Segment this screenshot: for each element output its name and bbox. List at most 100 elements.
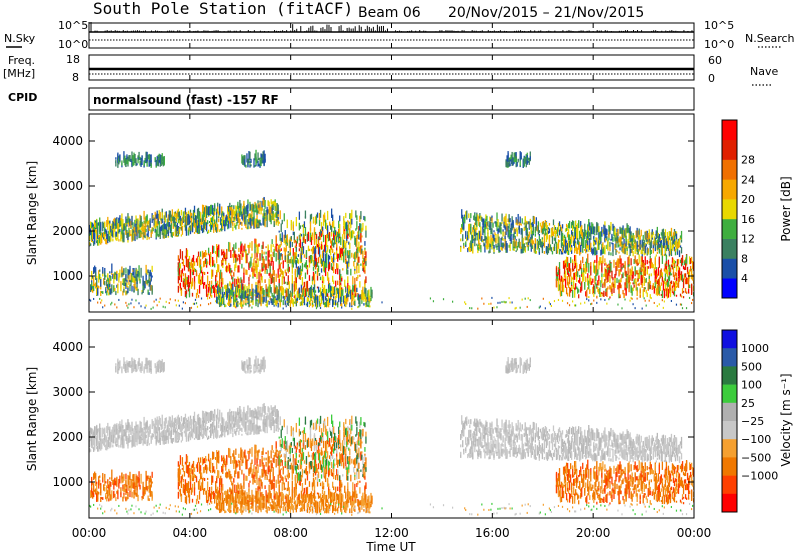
range-cell [262,213,264,217]
range-cell [658,285,661,294]
range-cell [238,213,240,223]
range-cell [549,246,552,250]
range-cell [599,257,601,266]
range-cell [656,239,658,246]
range-cell [233,205,235,210]
range-cell [308,255,311,262]
range-cell [157,234,159,238]
range-cell [121,266,123,275]
range-cell [270,260,272,266]
range-cell [229,264,231,274]
range-cell [525,237,527,241]
range-cell [641,281,643,288]
range-cell [143,226,145,231]
range-cell [620,236,622,245]
range-cell [501,301,503,304]
range-cell [632,243,634,251]
range-cell [163,215,165,221]
date-range: 20/Nov/2015 – 21/Nov/2015 [448,5,644,21]
range-cell [280,248,282,251]
range-cell [255,220,257,229]
range-cell [199,281,202,286]
range-cell [228,205,230,215]
range-cell [358,264,360,274]
range-cell [226,220,228,226]
range-cell [553,237,556,241]
range-cell [331,226,333,233]
range-cell [516,161,518,167]
range-cell [208,220,211,223]
range-cell [507,231,509,238]
range-cell [632,272,634,279]
range-cell [238,224,240,230]
range-cell [474,213,476,221]
range-cell [142,289,144,293]
range-cell [185,214,188,225]
range-cell [359,295,361,299]
range-cell [320,295,323,305]
range-cell [362,260,364,270]
range-cell [630,234,632,240]
range-cell [577,231,579,242]
range-cell [573,280,575,289]
range-cell [518,225,520,232]
range-cell [520,250,522,254]
range-cell [186,280,189,285]
range-cell [228,287,230,294]
range-cell [193,219,196,228]
range-cell [634,239,636,244]
range-cell [238,278,240,283]
range-cell [470,240,472,249]
range-cell [248,276,250,282]
range-cell [595,265,597,276]
range-cell [594,246,596,256]
range-cell [280,268,282,275]
range-cell [105,289,107,294]
range-cell [201,276,204,285]
range-cell [355,251,357,260]
range-cell [241,306,243,309]
range-cell [96,277,98,288]
range-cell [370,286,372,295]
range-cell [225,217,227,224]
range-cell [196,212,199,219]
range-cell [347,224,349,234]
range-cell [491,240,493,250]
range-cell [364,289,366,293]
range-cell [276,219,278,222]
range-cell [621,266,623,270]
range-cell [520,230,522,235]
range-cell [646,247,648,251]
range-cell [574,272,576,280]
range-cell [354,291,356,296]
range-cell [593,247,595,255]
range-cell [604,267,606,277]
range-cell [493,230,495,233]
range-cell [656,251,658,254]
range-cell [265,304,267,307]
range-cell [630,296,632,299]
range-cell [204,221,207,226]
range-cell [547,227,550,230]
range-cell [632,287,634,292]
range-cell [318,273,321,276]
mode-label: normalsound (fast) -157 RF [93,93,279,107]
range-cell [242,205,244,214]
range-cell [361,245,363,248]
range-cell [266,301,268,307]
range-cell [626,223,628,233]
range-cell [230,282,232,290]
range-cell [594,259,596,263]
range-cell [340,296,342,305]
range-cell [601,266,603,273]
range-cell [263,208,265,219]
range-cell [254,153,256,161]
range-cell [254,289,256,294]
range-cell [112,274,114,279]
range-cell [653,267,655,274]
range-cell [213,212,215,217]
range-cell [442,298,445,301]
range-cell [226,249,228,258]
range-cell [509,301,511,304]
range-cell [191,292,194,297]
